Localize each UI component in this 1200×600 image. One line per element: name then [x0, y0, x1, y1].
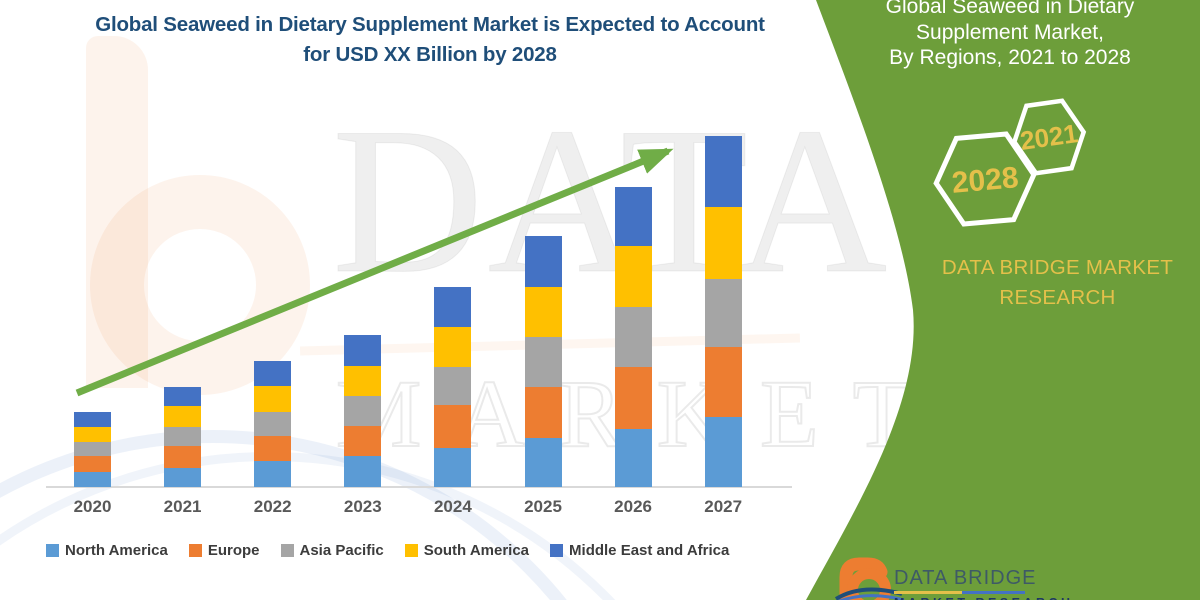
hexagon-2028	[933, 131, 1037, 227]
x-axis-label-2022: 2022	[253, 497, 292, 516]
legend-swatch-icon	[188, 544, 202, 557]
bar-segment-2026-north-america	[614, 429, 652, 487]
legend-item-europe: Europe	[188, 542, 260, 559]
legend-label: Asia Pacific	[299, 542, 384, 559]
side-panel-brand-line1: DATA BRIDGE MARKET	[941, 256, 1174, 279]
bar-segment-2020-middle-east-and-africa	[74, 412, 111, 427]
bar-segment-2022-asia-pacific	[254, 412, 292, 436]
bar-segment-2023-north-america	[344, 456, 382, 487]
legend-swatch-icon	[404, 544, 418, 557]
side-panel-title-line3: By Regions, 2021 to 2028	[889, 46, 1131, 69]
bar-segment-2021-asia-pacific	[164, 427, 202, 446]
bar-segment-2027-middle-east-and-africa	[704, 136, 742, 207]
bar-2027	[704, 136, 742, 487]
bar-segment-2022-europe	[254, 436, 292, 461]
x-axis-label-2024: 2024	[433, 497, 472, 516]
legend-label: Europe	[207, 542, 260, 559]
chart-title-line1: Global Seaweed in Dietary Supplement Mar…	[95, 13, 765, 36]
bar-segment-2021-europe	[164, 446, 202, 468]
legend-item-middle-east-and-africa: Middle East and Africa	[550, 542, 729, 559]
legend-label: North America	[65, 542, 168, 559]
legend-swatch-icon	[280, 544, 294, 557]
legend-item-north-america: North America	[46, 542, 168, 559]
legend-item-south-america: South America	[404, 542, 530, 559]
legend-swatch-icon	[46, 544, 59, 557]
bar-segment-2020-south-america	[74, 427, 111, 442]
bar-segment-2023-asia-pacific	[344, 396, 382, 426]
footer-brand-subtitle: MARKET RESEARCH	[894, 596, 1074, 600]
bar-segment-2023-europe	[344, 426, 382, 456]
bar-segment-2027-north-america	[704, 417, 742, 487]
footer-brand-name: DATA BRIDGE	[894, 567, 1037, 589]
chart-title: Global Seaweed in Dietary Supplement Mar…	[35, 10, 825, 70]
side-panel-brand: DATA BRIDGE MARKET RESEARCH	[910, 253, 1200, 313]
hexagon-2021	[1011, 98, 1087, 176]
x-axis-label-2027: 2027	[704, 497, 743, 516]
bar-segment-2027-asia-pacific	[704, 279, 742, 347]
x-axis-label-2025: 2025	[524, 497, 562, 516]
bar-segment-2021-south-america	[164, 406, 202, 427]
legend-label: South America	[423, 542, 530, 559]
bar-2020	[74, 412, 111, 487]
side-panel-title-line2: Supplement Market,	[916, 20, 1104, 44]
bar-segment-2024-north-america	[434, 448, 472, 487]
legend-swatch-icon	[550, 544, 564, 557]
side-panel-brand-line2: RESEARCH	[999, 286, 1116, 309]
x-axis-label-2023: 2023	[343, 497, 382, 516]
legend-item-asia-pacific: Asia Pacific	[280, 542, 384, 559]
chart-legend: North America Europe Asia Pacific South Ame…	[46, 542, 729, 559]
x-axis-label-2021: 2021	[163, 497, 202, 516]
hexagon-2028-label: 2028	[950, 161, 1019, 200]
side-panel-title-line1: Global Seaweed in Dietary	[885, 0, 1135, 18]
legend-label: Middle East and Africa	[569, 542, 730, 559]
bar-segment-2020-north-america	[74, 472, 111, 487]
bar-segment-2024-europe	[434, 405, 472, 448]
x-axis-label-2020: 2020	[73, 497, 112, 516]
footer-brand-underline	[894, 591, 1025, 594]
bar-segment-2021-north-america	[164, 468, 202, 487]
bar-segment-2020-asia-pacific	[74, 442, 111, 456]
x-axis-label-2026: 2026	[614, 497, 653, 516]
side-panel-title: Global Seaweed in Dietary Supplement Mar…	[824, 0, 1196, 71]
bar-segment-2027-south-america	[704, 207, 742, 279]
bar-segment-2020-europe	[74, 456, 111, 472]
bar-segment-2025-north-america	[524, 438, 562, 487]
side-panel-background	[806, 0, 1200, 600]
bar-segment-2022-north-america	[254, 461, 292, 487]
x-axis-line	[46, 486, 792, 488]
bar-segment-2027-europe	[704, 347, 742, 417]
chart-title-line2: for USD XX Billion by 2028	[303, 43, 557, 66]
